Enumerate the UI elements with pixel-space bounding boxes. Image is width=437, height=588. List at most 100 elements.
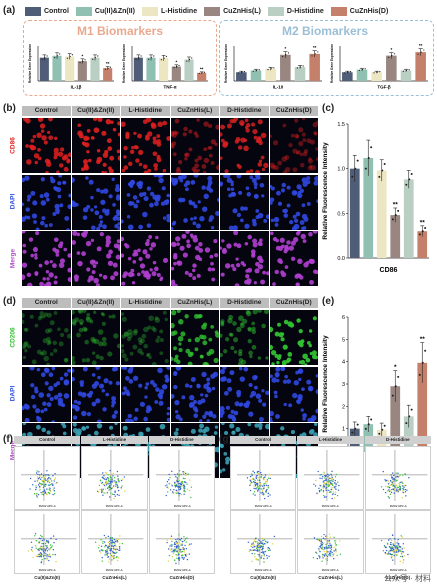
cell-dot <box>166 193 170 197</box>
legend-label: CuZnHis(D) <box>349 7 389 15</box>
cell-dot <box>113 423 118 426</box>
event-dot <box>173 545 176 548</box>
cell-dot <box>176 310 181 314</box>
event-dot <box>38 482 41 484</box>
event-dot <box>118 479 120 482</box>
cell-dot <box>24 327 29 332</box>
cell-dot <box>245 128 250 133</box>
cell-dot <box>199 354 203 359</box>
cell-dot <box>144 394 148 399</box>
event-dot <box>323 490 325 493</box>
event-dot <box>176 549 178 551</box>
event-dot <box>108 545 111 547</box>
cell-dot <box>301 213 307 219</box>
event-dot <box>187 473 189 475</box>
event-dot <box>174 492 176 494</box>
event-dot <box>42 555 45 557</box>
data-point <box>361 69 364 71</box>
cell-dot <box>220 409 225 415</box>
flow-row-footer: Cu(II)&Zn(II) <box>250 575 277 580</box>
event-dot <box>253 485 255 487</box>
cell-dot <box>85 240 91 247</box>
cell-dot <box>22 342 28 348</box>
cell-dot <box>46 277 50 281</box>
cell-dot <box>276 160 282 166</box>
event-dot <box>46 557 48 559</box>
event-dot <box>37 555 39 558</box>
cell-dot <box>159 338 164 343</box>
cell-dot <box>36 349 42 355</box>
cell-dot <box>189 216 193 221</box>
event-dot <box>390 543 392 546</box>
microscopy-image <box>121 366 170 422</box>
event-dot <box>397 542 399 545</box>
cell-dot <box>149 191 155 196</box>
data-point <box>255 69 258 72</box>
cell-dot <box>56 170 60 173</box>
microscopy-image <box>170 310 219 365</box>
legend-label: D-Histidine <box>286 7 324 15</box>
bar-1 <box>52 55 62 81</box>
cell-dot <box>299 152 303 157</box>
cells-svg <box>269 366 318 422</box>
cell-dot <box>93 209 99 215</box>
event-dot <box>404 491 406 493</box>
event-dot <box>258 550 260 552</box>
event-dot <box>109 486 112 489</box>
cell-dot <box>298 328 303 334</box>
y-tick-label: 0.5 <box>337 211 345 217</box>
cell-dot <box>71 321 76 326</box>
flow-axis-label: FMO2 APC-A <box>106 568 123 572</box>
event-dot <box>251 474 253 477</box>
cell-dot <box>95 159 101 165</box>
x-axis-label: CD86 <box>380 267 398 274</box>
cell-dot <box>137 337 143 342</box>
event-dot <box>318 550 321 552</box>
event-dot <box>101 490 103 492</box>
event-dot <box>115 485 117 487</box>
event-dot <box>27 550 30 552</box>
cell-dot <box>210 267 215 272</box>
event-dot <box>264 551 266 553</box>
cell-dot <box>22 243 26 248</box>
cell-dot <box>212 371 218 377</box>
cell-dot <box>200 397 205 403</box>
event-dot <box>40 483 42 486</box>
event-dot <box>40 560 43 563</box>
event-dot <box>393 538 396 540</box>
cell-dot <box>153 163 159 168</box>
cell-dot <box>46 312 52 318</box>
event-dot <box>174 483 176 485</box>
bar-5 <box>103 68 113 81</box>
cell-dot <box>286 357 291 362</box>
column-header: L-Histidine <box>121 298 170 308</box>
cell-dot <box>269 134 272 138</box>
event-dot <box>325 547 327 549</box>
flow-column-header: D-Histidine <box>364 436 431 444</box>
cell-dot <box>45 270 50 274</box>
cell-dot <box>112 216 117 221</box>
cell-dot <box>287 402 292 407</box>
microscopy-image <box>269 174 318 230</box>
cell-dot <box>243 366 249 372</box>
event-dot <box>172 552 174 555</box>
event-dot <box>394 547 397 549</box>
cell-dot <box>88 179 94 185</box>
event-dot <box>391 550 393 553</box>
cell-dot <box>221 423 225 426</box>
event-dot <box>188 479 190 481</box>
cell-dot <box>89 195 94 199</box>
cell-dot <box>187 147 192 152</box>
cell-dot <box>214 210 219 216</box>
event-dot <box>173 542 175 544</box>
cell-dot <box>138 224 144 229</box>
event-dot <box>113 555 116 557</box>
cell-dot <box>92 310 96 314</box>
cell-dot <box>36 367 41 371</box>
data-point <box>282 56 284 58</box>
event-dot <box>49 484 52 486</box>
cell-dot <box>228 193 233 198</box>
cell-dot <box>125 135 130 140</box>
event-dot <box>252 493 255 495</box>
event-dot <box>106 492 109 494</box>
